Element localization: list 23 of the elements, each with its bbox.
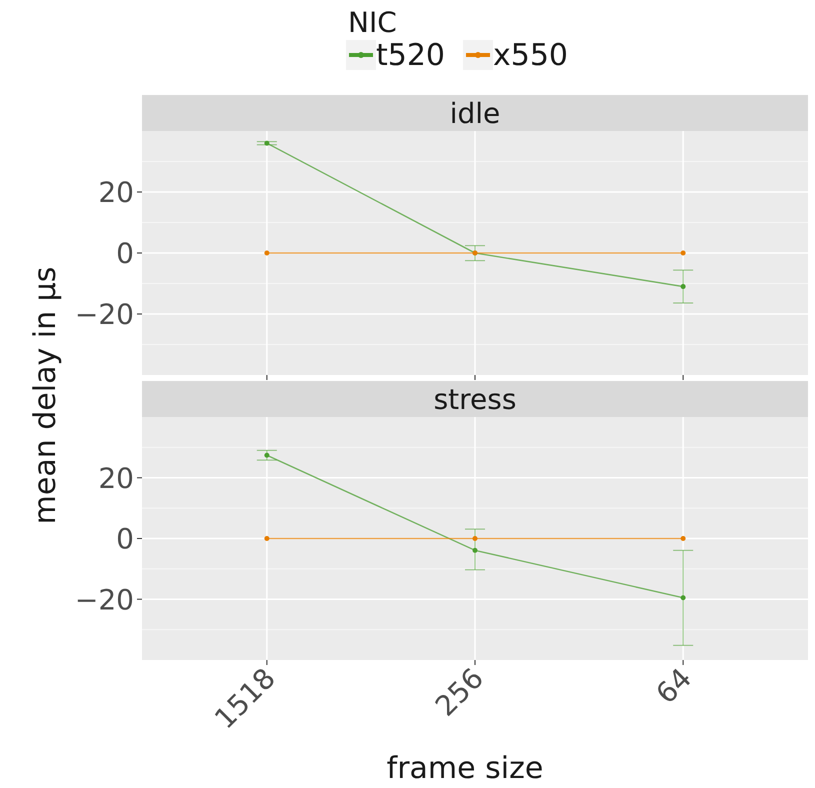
chart-title: idle xyxy=(450,97,500,130)
point xyxy=(264,536,270,541)
y-tick-label: 20 xyxy=(98,462,134,495)
chart-title: stress xyxy=(434,383,516,416)
point xyxy=(680,250,686,256)
point xyxy=(680,284,686,290)
point xyxy=(472,548,478,553)
y-axis-title: mean delay in µs xyxy=(28,266,63,524)
point xyxy=(472,536,478,541)
point xyxy=(680,536,686,541)
legend-label: t520 xyxy=(376,38,446,73)
point xyxy=(680,595,686,600)
point xyxy=(264,250,270,256)
y-tick-label: −20 xyxy=(74,298,134,331)
y-tick-label: 0 xyxy=(116,522,134,556)
y-tick-label: −20 xyxy=(74,583,134,616)
y-tick-label: 20 xyxy=(98,176,134,209)
y-tick-label: 0 xyxy=(116,237,134,270)
point xyxy=(264,452,270,458)
x-tick-label: 64 xyxy=(650,662,698,710)
legend-label: x550 xyxy=(493,38,568,73)
legend-title: NIC xyxy=(348,6,397,39)
x-axis-title: frame size xyxy=(386,751,544,786)
